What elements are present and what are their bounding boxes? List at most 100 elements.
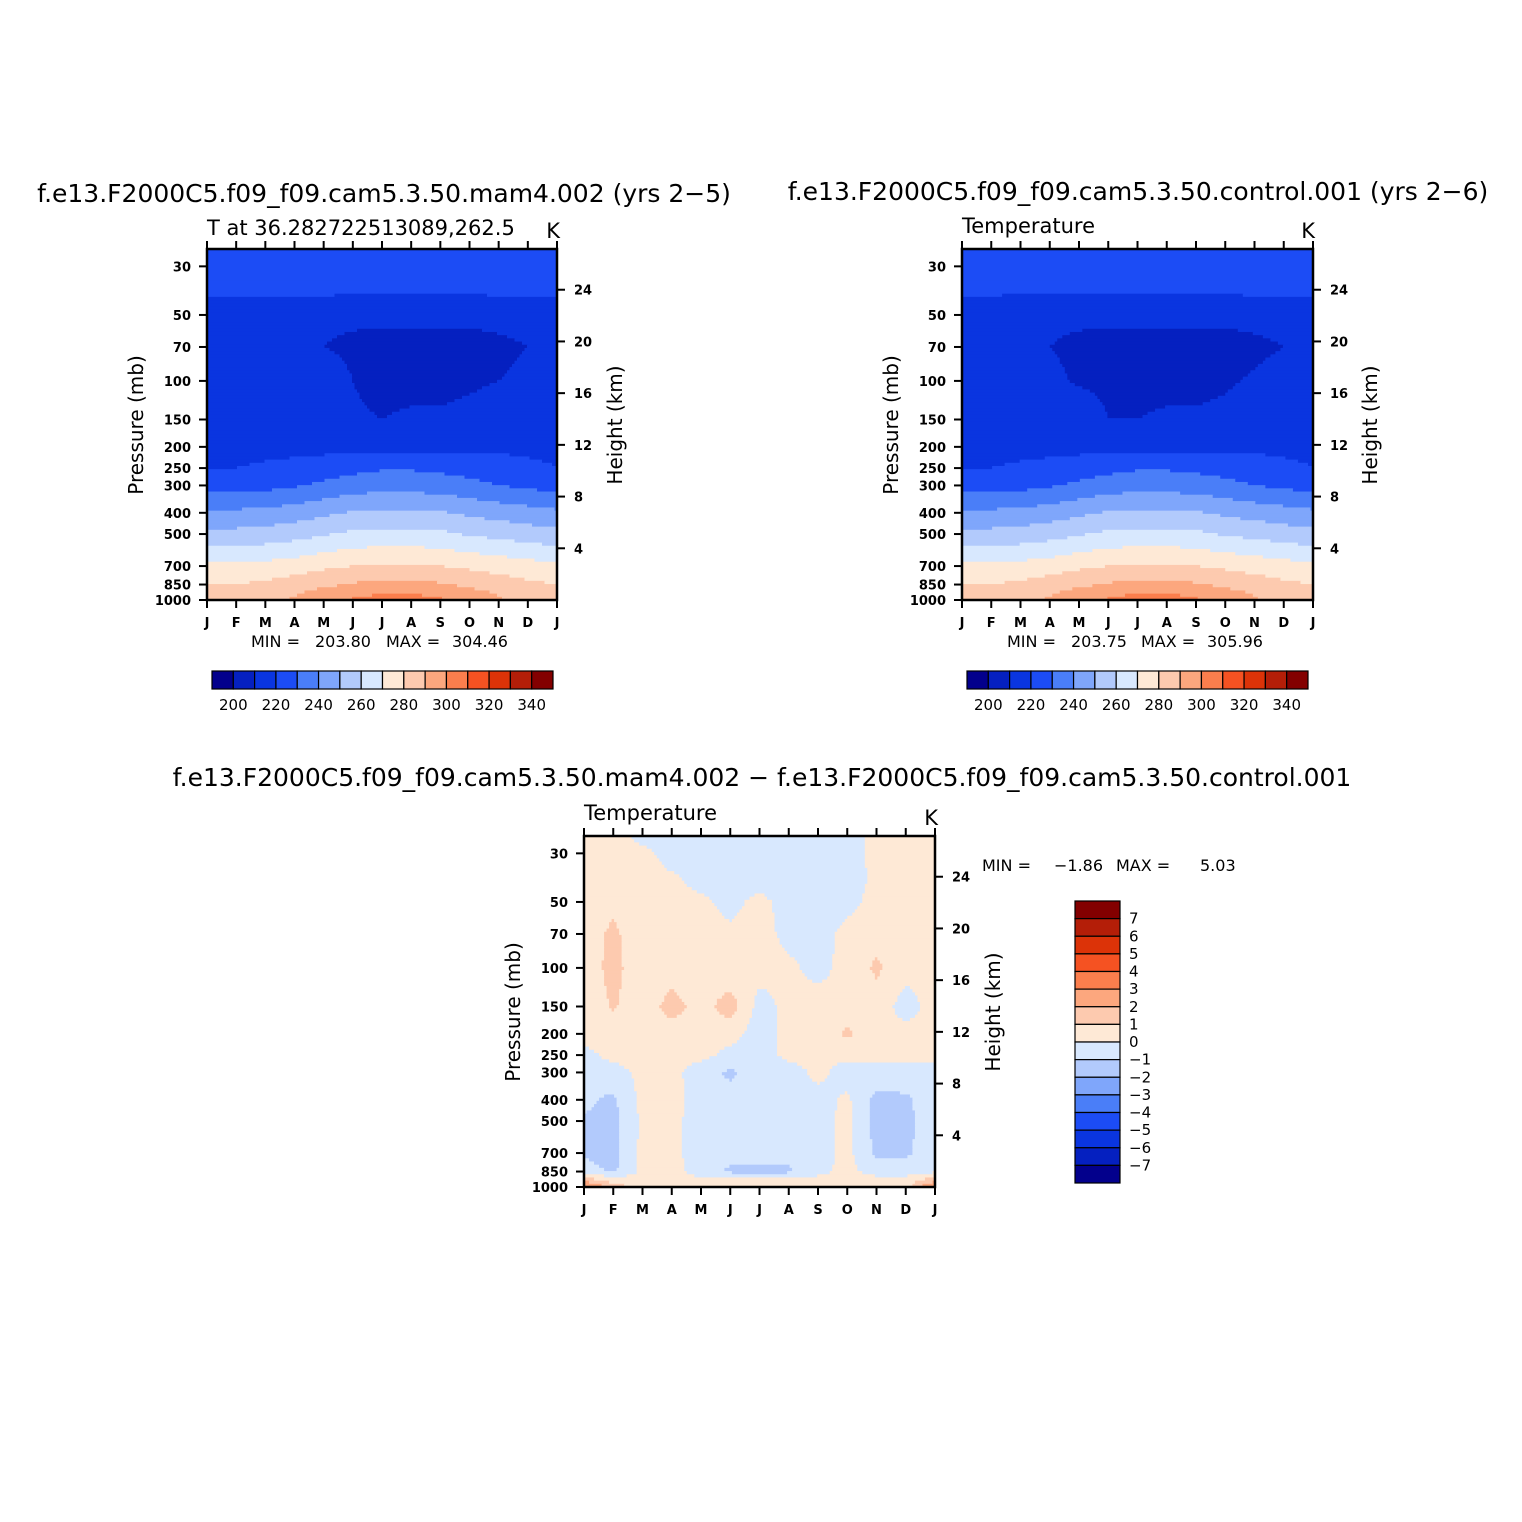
contour-cell <box>962 280 1314 285</box>
y-right-tick-label: 8 <box>574 491 583 506</box>
contour-cell <box>797 1062 838 1067</box>
contour-cell <box>1079 478 1236 483</box>
contour-cell <box>719 1049 778 1054</box>
contour-cell <box>837 1107 853 1112</box>
contour-cell <box>584 1046 590 1051</box>
contour-cell <box>621 970 803 974</box>
contour-cell <box>584 848 653 853</box>
contour-cell <box>337 584 458 588</box>
contour-cell <box>584 1011 665 1016</box>
contour-cell <box>872 1094 911 1099</box>
contour-cell <box>731 918 776 923</box>
contour-cell <box>207 395 361 400</box>
contour-cell <box>634 1078 685 1083</box>
contour-cell <box>514 539 558 544</box>
contour-cell <box>812 1078 826 1083</box>
contour-cell <box>207 548 338 553</box>
y-right-tick-label: 8 <box>952 1078 961 1093</box>
contour-cell <box>207 293 336 298</box>
contour-cell <box>324 568 471 572</box>
contour-cell <box>327 341 523 346</box>
contour-cell <box>207 450 558 454</box>
contour-cell <box>517 357 558 362</box>
contour-cell <box>584 845 648 850</box>
contour-cell <box>834 931 936 936</box>
contour-cell <box>207 555 301 560</box>
contour-cell <box>207 580 251 585</box>
contour-cell <box>584 1139 620 1143</box>
contour-cell <box>869 1116 916 1121</box>
contour-cell <box>1262 360 1314 365</box>
contour-cell <box>864 887 936 891</box>
contour-cell <box>584 1148 620 1153</box>
contour-cell <box>992 465 1314 470</box>
contour-cell <box>1102 402 1204 406</box>
contour-cell <box>1217 532 1314 537</box>
contour-cell <box>1112 472 1201 477</box>
contour-cell <box>207 577 273 582</box>
contour-cell <box>584 1043 733 1048</box>
colorbar-swatch <box>1074 1059 1121 1078</box>
contour-cell <box>731 1171 788 1175</box>
contour-cell <box>731 1014 753 1019</box>
contour-cell <box>601 966 625 971</box>
contour-cell <box>1097 395 1219 400</box>
contour-cell <box>616 1167 638 1172</box>
contour-cell <box>207 255 558 260</box>
contour-cell <box>646 845 866 850</box>
contour-cell <box>487 536 558 540</box>
contour-cell <box>207 529 348 534</box>
contour-cell <box>691 1062 798 1067</box>
contour-cell <box>636 1145 683 1150</box>
contour-cell <box>834 1113 853 1118</box>
contour-cell <box>367 491 426 496</box>
colorbar-swatch <box>1200 670 1224 690</box>
contour-cell <box>864 836 936 840</box>
y-tick-label: 50 <box>928 309 946 324</box>
panel-title: f.e13.F2000C5.f09_f09.cam5.3.50.control.… <box>788 177 1489 206</box>
contour-cell <box>207 287 558 292</box>
contour-cell <box>962 481 1068 486</box>
contour-cell <box>207 453 326 458</box>
contour-cell <box>962 357 1061 362</box>
contour-cell <box>684 1110 836 1115</box>
contour-cell <box>919 1005 936 1009</box>
contour-cell <box>604 1094 615 1099</box>
colorbar-swatch <box>509 670 533 690</box>
contour-cell <box>852 1135 871 1140</box>
contour-cell <box>857 1167 936 1172</box>
contour-cell <box>962 255 1314 260</box>
contour-cells <box>207 249 558 601</box>
colorbar-swatch <box>360 670 384 690</box>
contour-cell <box>297 520 511 525</box>
contour-cell <box>347 510 448 515</box>
contour-cell <box>584 1024 748 1029</box>
contour-cell <box>364 402 448 406</box>
contour-cell <box>604 941 623 946</box>
contour-cell <box>962 526 993 531</box>
contour-cell <box>686 1171 733 1175</box>
contour-cell <box>502 376 558 381</box>
contour-cell <box>962 319 1314 323</box>
colorbar-swatch <box>531 670 554 690</box>
contour-cell <box>962 303 1314 308</box>
contour-cell <box>207 335 338 339</box>
contour-cell <box>777 1017 904 1022</box>
contour-cell <box>621 934 778 939</box>
colorbar-swatch <box>1243 670 1266 690</box>
contour-cell <box>852 912 936 917</box>
contour-cell <box>914 1119 936 1124</box>
contour-cell <box>962 443 1314 448</box>
contour-cell <box>681 1135 836 1140</box>
contour-cell <box>962 370 1066 375</box>
panel-control: f.e13.F2000C5.f09_f09.cam5.3.50.control.… <box>788 177 1489 714</box>
contour-cell <box>616 1104 638 1108</box>
contour-cell <box>734 1075 811 1080</box>
contour-cell <box>874 1155 909 1159</box>
contour-cell <box>741 1033 778 1038</box>
contour-cell <box>857 1164 936 1169</box>
contour-cell <box>1227 389 1314 394</box>
contour-cell <box>852 1107 871 1112</box>
contour-cell <box>207 354 341 359</box>
contour-cell <box>872 1142 914 1147</box>
